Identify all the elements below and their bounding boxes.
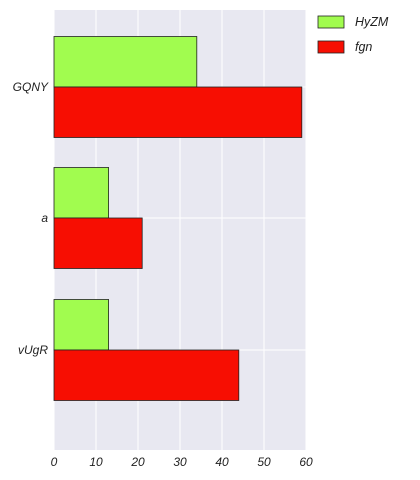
bars	[53, 36, 303, 401]
bar-fgn-GQNY	[53, 86, 303, 138]
category-label: GQNY	[13, 80, 49, 94]
x-tick-label: 0	[51, 455, 58, 469]
bar-HyZM-GQNY	[53, 36, 198, 88]
legend-label: HyZM	[355, 15, 389, 29]
legend-swatch-fgn	[317, 40, 345, 54]
x-tick-label: 20	[130, 455, 145, 469]
legend: HyZM fgn	[317, 15, 389, 54]
x-tick-label: 40	[215, 455, 229, 469]
y-axis-categories: GQNY a vUgR	[13, 80, 49, 357]
category-label: a	[41, 211, 48, 225]
bar-fgn-a	[53, 217, 143, 269]
x-tick-label: 30	[173, 455, 187, 469]
x-axis-ticks: 0 10 20 30 40 50 60	[51, 455, 313, 469]
category-label: vUgR	[18, 343, 48, 357]
bar-HyZM-vUgR	[53, 299, 109, 351]
x-tick-label: 10	[89, 455, 103, 469]
bar-fgn-vUgR	[53, 349, 240, 401]
x-tick-label: 60	[299, 455, 313, 469]
bar-HyZM-a	[53, 167, 109, 219]
legend-swatch-HyZM	[317, 15, 345, 29]
x-tick-label: 50	[257, 455, 271, 469]
legend-label: fgn	[355, 40, 372, 54]
